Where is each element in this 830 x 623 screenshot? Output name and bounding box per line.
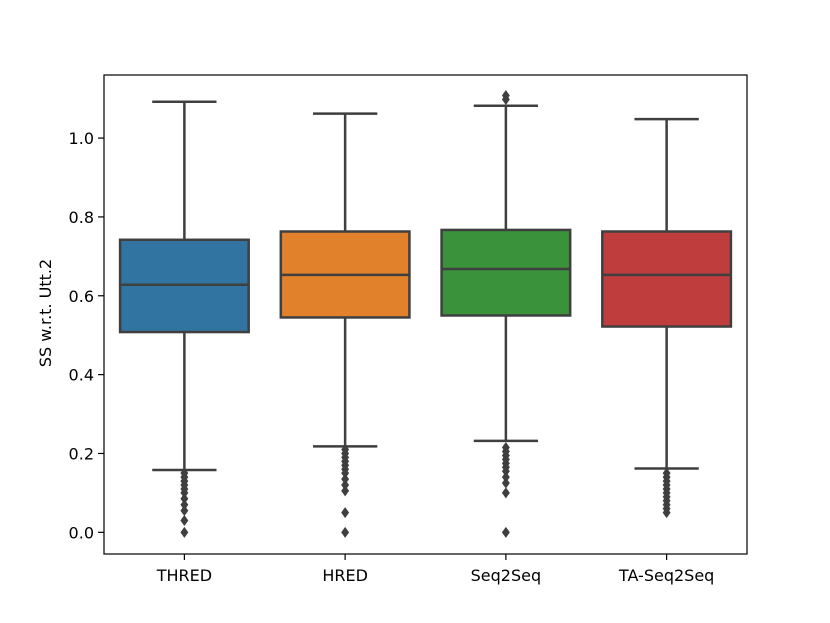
- outlier-point-seq2seq-12: [501, 90, 510, 102]
- y-tick-label: 0.0: [69, 523, 94, 542]
- x-tick-label: TA-Seq2Seq: [618, 566, 714, 585]
- axes: 0.0 0.2 0.4 0.6 0.8 1.0 THRED HRED Seq2Seq TA-Seq…: [69, 74, 748, 585]
- box-group-thred: [118, 100, 250, 538]
- outlier-point-hred-2: [341, 485, 350, 497]
- plot-area: [118, 90, 733, 538]
- y-tick-label: 0.8: [69, 208, 94, 227]
- outlier-point-hred-0: [341, 526, 350, 538]
- x-tick-label: Seq2Seq: [471, 566, 542, 585]
- y-tick-label: 1.0: [69, 129, 94, 148]
- outlier-point-hred-1: [341, 507, 350, 519]
- outlier-point-ta-seq2seq-10: [662, 467, 671, 479]
- outlier-point-seq2seq-10: [501, 442, 510, 454]
- x-tick-label: THRED: [156, 566, 212, 585]
- outlier-point-hred-4: [341, 473, 350, 485]
- outlier-point-hred-11: [341, 444, 350, 456]
- outlier-point-seq2seq-1: [501, 487, 510, 499]
- outlier-point-seq2seq-3: [501, 471, 510, 483]
- box-group-hred: [279, 112, 411, 538]
- axes-frame: [103, 74, 748, 555]
- box-seq2seq: [440, 228, 572, 317]
- box-ta-seq2seq: [601, 230, 733, 328]
- outlier-point-thred-2: [180, 505, 189, 517]
- box-group-ta-seq2seq: [601, 117, 733, 519]
- x-tick-label: HRED: [322, 566, 368, 585]
- outlier-point-hred-3: [341, 479, 350, 491]
- outlier-point-thred-4: [180, 493, 189, 505]
- y-tick-label: 0.4: [69, 366, 94, 385]
- y-tick-label: 0.6: [69, 287, 94, 306]
- box-group-seq2seq: [440, 90, 572, 538]
- outlier-point-seq2seq-0: [501, 526, 510, 538]
- y-tick-label: 0.2: [69, 444, 94, 463]
- outlier-point-thred-1: [180, 514, 189, 526]
- outlier-point-thred-10: [180, 467, 189, 479]
- outlier-point-seq2seq-2: [501, 477, 510, 489]
- outlier-point-thred-3: [180, 499, 189, 511]
- y-axis-label: SS w.r.t. Utt.2: [36, 259, 55, 367]
- outlier-point-thred-0: [180, 526, 189, 538]
